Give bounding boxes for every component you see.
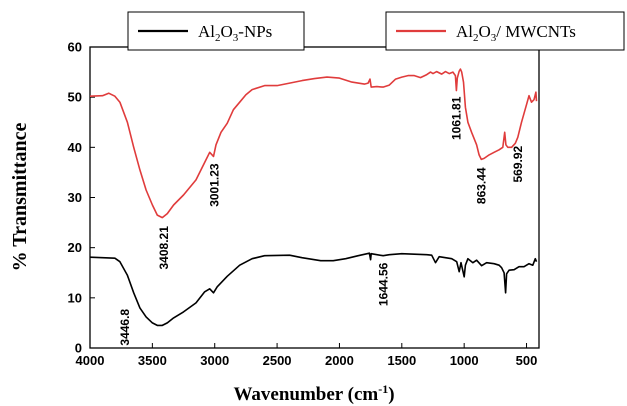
peak-label: 1644.56	[377, 262, 391, 306]
x-tick-label: 3000	[200, 353, 229, 368]
x-tick-label: 4000	[76, 353, 105, 368]
peak-label: 3408.21	[157, 226, 171, 270]
legend-label: Al2O3/ MWCNTs	[456, 22, 576, 44]
x-tick-label: 2000	[325, 353, 354, 368]
y-tick-label: 40	[68, 140, 82, 155]
y-axis-title: % Transmittance	[9, 123, 31, 272]
peak-label: 569.92	[511, 145, 525, 182]
series-line-2	[89, 68, 538, 219]
legend: Al2O3-NPs Al2O3/ MWCNTs	[127, 11, 625, 51]
legend-entry-1: Al2O3-NPs	[127, 11, 305, 51]
y-axis-ticks: 0 10 20 30 40 50 60	[68, 40, 95, 356]
plot-frame	[89, 46, 540, 349]
peak-label: 3001.23	[208, 163, 222, 207]
x-tick-label: 3500	[138, 353, 167, 368]
peak-label: 3446.8	[118, 309, 132, 346]
y-tick-label: 10	[68, 290, 82, 305]
series-line-1	[89, 252, 538, 327]
legend-box	[385, 11, 625, 51]
peak-label: 1061.81	[449, 96, 463, 140]
y-tick-label: 0	[75, 341, 82, 356]
y-tick-label: 20	[68, 240, 82, 255]
legend-entry-2: Al2O3/ MWCNTs	[385, 11, 625, 51]
x-tick-label: 1000	[450, 353, 479, 368]
x-axis-title: Wavenumber (cm-1)	[233, 382, 394, 405]
legend-label: Al2O3-NPs	[198, 22, 272, 44]
x-tick-label: 1500	[387, 353, 416, 368]
x-axis-ticks: 4000 3500 3000 2500 2000 1500 1000 500	[76, 343, 538, 368]
series-layer	[89, 68, 538, 327]
peak-annotations: 3408.21 3001.23 1061.81 863.44 569.92 3446.8 1…	[118, 96, 525, 345]
y-tick-label: 60	[68, 40, 82, 55]
x-tick-label: 2500	[263, 353, 292, 368]
x-tick-label: 500	[516, 353, 538, 368]
peak-label: 863.44	[474, 167, 488, 204]
y-tick-label: 30	[68, 190, 82, 205]
y-tick-label: 50	[68, 90, 82, 105]
